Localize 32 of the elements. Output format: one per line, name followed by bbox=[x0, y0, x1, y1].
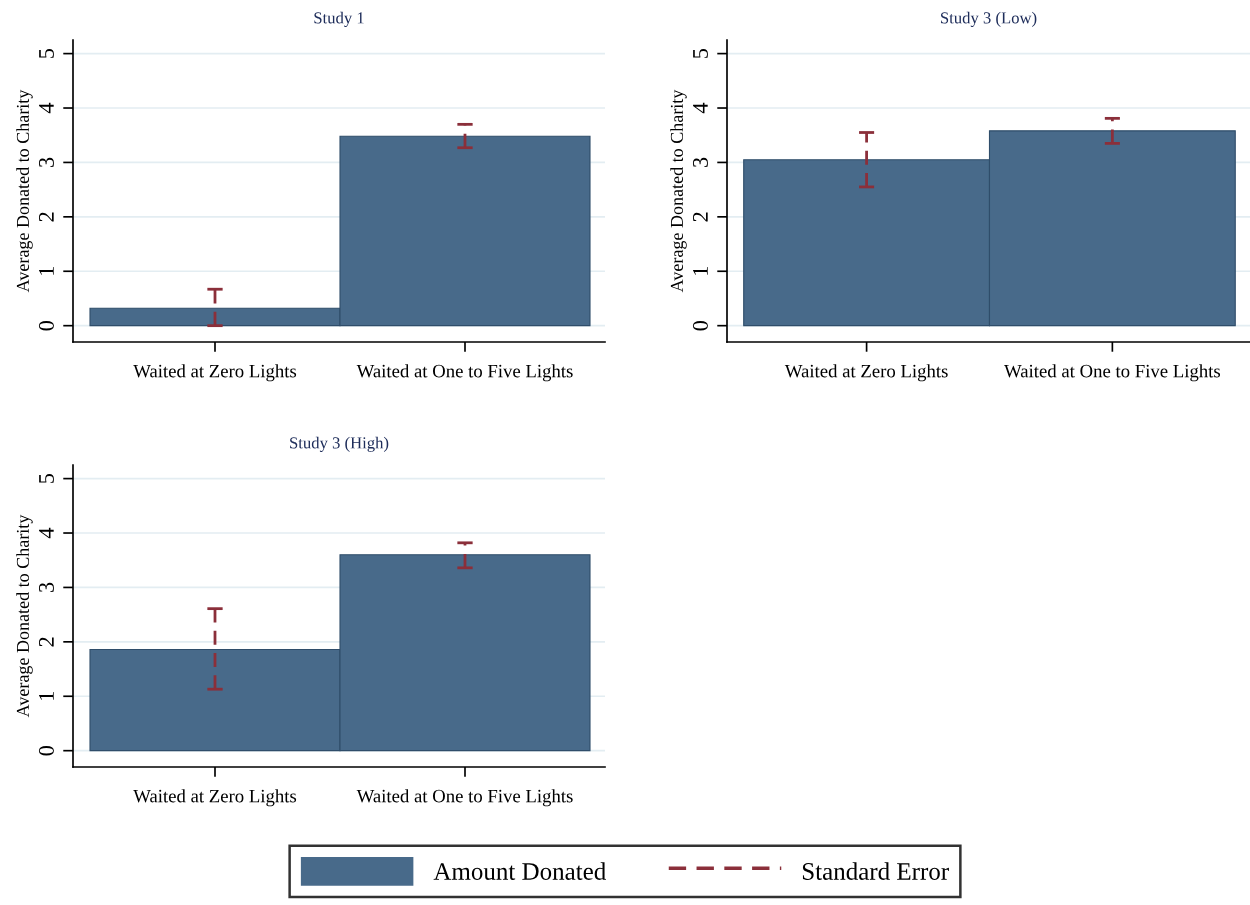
x-tick-label: Waited at Zero Lights bbox=[133, 364, 297, 382]
x-tick-label: Waited at Zero Lights bbox=[784, 364, 948, 382]
y-axis-title: Average Donated to Charity bbox=[16, 89, 33, 293]
x-tick-label: Waited at Zero Lights bbox=[133, 789, 297, 807]
y-tick-label: 1 bbox=[693, 267, 708, 275]
chart-title: Study 3 (Low) bbox=[941, 11, 1037, 27]
y-tick-label: 4 bbox=[39, 527, 54, 539]
text: Standard Error bbox=[802, 862, 949, 880]
y-tick-label: 5 bbox=[693, 48, 708, 58]
x-tick-label: Waited at One to Five Lights bbox=[356, 364, 573, 382]
y-axis-title: Average Donated to Charity bbox=[16, 514, 33, 718]
x-tick-label: Waited at One to Five Lights bbox=[356, 789, 573, 807]
y-tick-label: 4 bbox=[693, 102, 708, 114]
y-tick-label: 5 bbox=[39, 48, 54, 58]
y-tick-label: 0 bbox=[692, 320, 708, 331]
y-tick-label: 0 bbox=[38, 320, 54, 331]
y-axis-title: Average Donated to Charity bbox=[670, 89, 687, 293]
chart-title: Study 3 (High) bbox=[290, 436, 389, 452]
legend-label: Amount Donated bbox=[433, 862, 606, 880]
y-tick-label: 2 bbox=[692, 212, 708, 222]
y-tick-label: 0 bbox=[38, 745, 54, 756]
y-tick-label: 3 bbox=[692, 157, 708, 167]
y-tick-label: 1 bbox=[39, 692, 54, 700]
x-tick-label: Waited at One to Five Lights bbox=[1004, 364, 1221, 382]
y-tick-label: 2 bbox=[38, 212, 54, 222]
y-tick-label: 4 bbox=[39, 102, 54, 114]
y-tick-label: 3 bbox=[38, 157, 54, 167]
y-tick-label: 2 bbox=[38, 637, 54, 647]
y-tick-label: 1 bbox=[39, 267, 54, 275]
y-tick-label: 3 bbox=[38, 582, 54, 592]
y-tick-label: 5 bbox=[39, 473, 54, 483]
chart-title: Study 1 bbox=[314, 11, 364, 27]
